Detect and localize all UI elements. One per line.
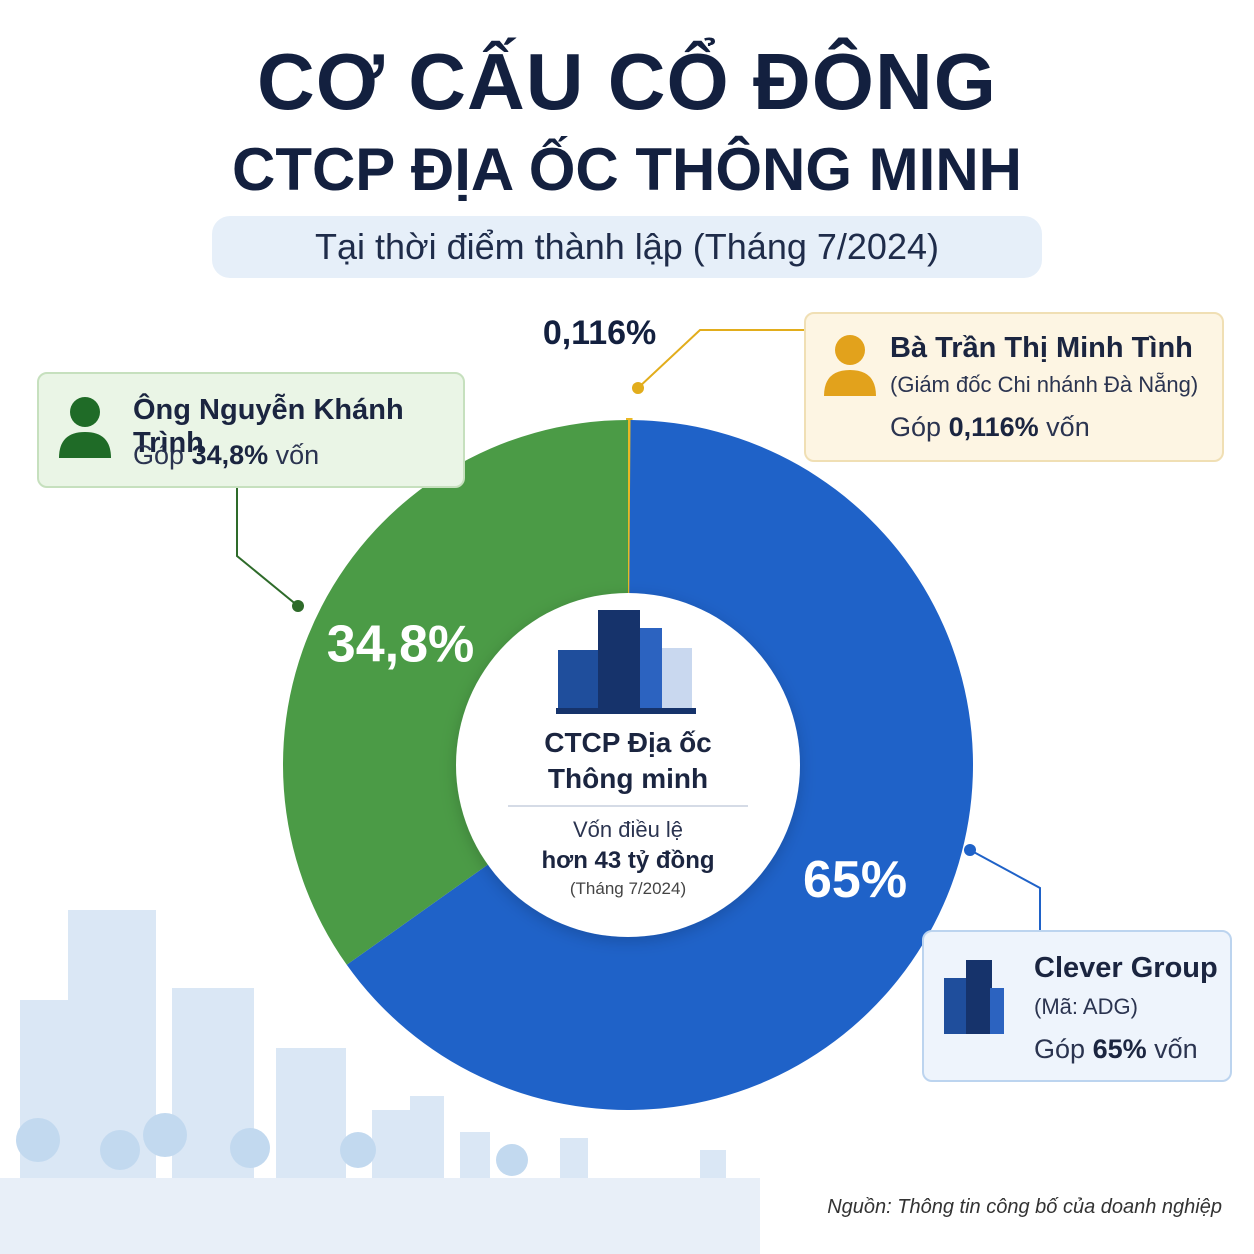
text: vốn	[1046, 412, 1090, 442]
callout-subtitle: (Mã: ADG)	[1034, 994, 1138, 1019]
text: vốn	[1154, 1034, 1198, 1064]
divider	[508, 805, 748, 807]
amount: 0,116%	[948, 412, 1039, 442]
building-icon	[556, 610, 696, 714]
text: Góp	[890, 412, 942, 442]
callout-contribution: Góp 34,8% vốn	[133, 440, 319, 471]
callout-name: Clever Group	[1034, 952, 1218, 984]
text: Góp	[1034, 1034, 1086, 1064]
amount: 65%	[1092, 1034, 1147, 1064]
value-label: 65%	[803, 851, 907, 909]
company-name: Thông minh	[547, 763, 709, 794]
center-info: CTCP Địa ốc Thông minh Vốn điều lệ hơn 4…	[478, 725, 778, 899]
capital: hơn 43 tỷ đồng	[541, 847, 715, 874]
title: CƠ CẤU CỔ ĐÔNG	[256, 37, 997, 126]
building-icon	[944, 960, 1004, 1034]
callout-name: Ông Nguyễn Khánh Trình	[133, 394, 404, 459]
person-icon	[59, 397, 111, 458]
callout: Ông Nguyễn Khánh Trình Góp 34,8% vốn	[37, 372, 465, 488]
donut-hole	[456, 593, 800, 937]
slice	[346, 420, 973, 1111]
callout-name: Bà Trần Thị Minh Tình	[890, 332, 1193, 364]
connectors	[236, 329, 1041, 930]
callout: Bà Trần Thị Minh Tình (Giám đốc Chi nhán…	[804, 312, 1224, 462]
skyline	[0, 910, 760, 1254]
value-label: 34,8%	[327, 615, 474, 673]
value-label: 0,116%	[543, 314, 656, 352]
amount: 34,8%	[191, 440, 269, 470]
company-name: CTCP Địa ốc	[544, 727, 712, 758]
callout: Clever Group (Mã: ADG) Góp 65% vốn	[922, 930, 1232, 1082]
callout-contribution: Góp 65% vốn	[1034, 1034, 1198, 1065]
period-pill: Tại thời điểm thành lập (Tháng 7/2024)	[212, 216, 1042, 278]
source: Nguồn: Thông tin công bố của doanh nghiệ…	[827, 1196, 1222, 1218]
person-icon	[824, 335, 876, 396]
subtitle: CTCP ĐỊA ỐC THÔNG MINH	[232, 136, 1022, 203]
callout-contribution: Góp 0,116% vốn	[890, 412, 1090, 443]
capital-label: Vốn điều lệ	[572, 817, 684, 842]
callout-subtitle: (Giám đốc Chi nhánh Đà Nẵng)	[890, 372, 1199, 397]
text: Góp	[133, 440, 185, 470]
slice	[282, 420, 628, 965]
donut: 0,116% 65% 34,8%	[282, 314, 973, 1111]
text: vốn	[275, 440, 320, 470]
date: (Tháng 7/2024)	[569, 879, 687, 898]
